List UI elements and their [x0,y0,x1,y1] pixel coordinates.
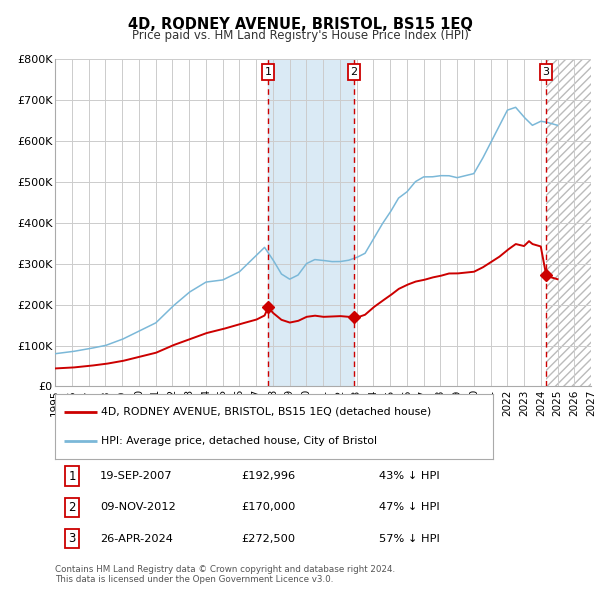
Text: 3: 3 [542,67,550,77]
Text: 1: 1 [68,470,76,483]
Text: 09-NOV-2012: 09-NOV-2012 [100,503,176,512]
Bar [268,59,354,386]
Text: HPI: Average price, detached house, City of Bristol: HPI: Average price, detached house, City… [101,437,377,447]
Text: £272,500: £272,500 [241,534,295,543]
Text: 2: 2 [68,501,76,514]
Text: 43% ↓ HPI: 43% ↓ HPI [379,471,440,481]
Text: 4D, RODNEY AVENUE, BRISTOL, BS15 1EQ (detached house): 4D, RODNEY AVENUE, BRISTOL, BS15 1EQ (de… [101,407,431,417]
Text: £170,000: £170,000 [241,503,296,512]
Text: Price paid vs. HM Land Registry's House Price Index (HPI): Price paid vs. HM Land Registry's House … [131,30,469,42]
Text: 57% ↓ HPI: 57% ↓ HPI [379,534,440,543]
Text: 2: 2 [350,67,358,77]
Text: 1: 1 [265,67,272,77]
Text: Contains HM Land Registry data © Crown copyright and database right 2024.
This d: Contains HM Land Registry data © Crown c… [55,565,395,584]
Text: 26-APR-2024: 26-APR-2024 [100,534,173,543]
Text: 19-SEP-2007: 19-SEP-2007 [100,471,173,481]
Text: 3: 3 [68,532,76,545]
Text: 47% ↓ HPI: 47% ↓ HPI [379,503,440,512]
Bar [546,59,591,386]
Text: 4D, RODNEY AVENUE, BRISTOL, BS15 1EQ: 4D, RODNEY AVENUE, BRISTOL, BS15 1EQ [128,17,472,31]
Text: £192,996: £192,996 [241,471,295,481]
